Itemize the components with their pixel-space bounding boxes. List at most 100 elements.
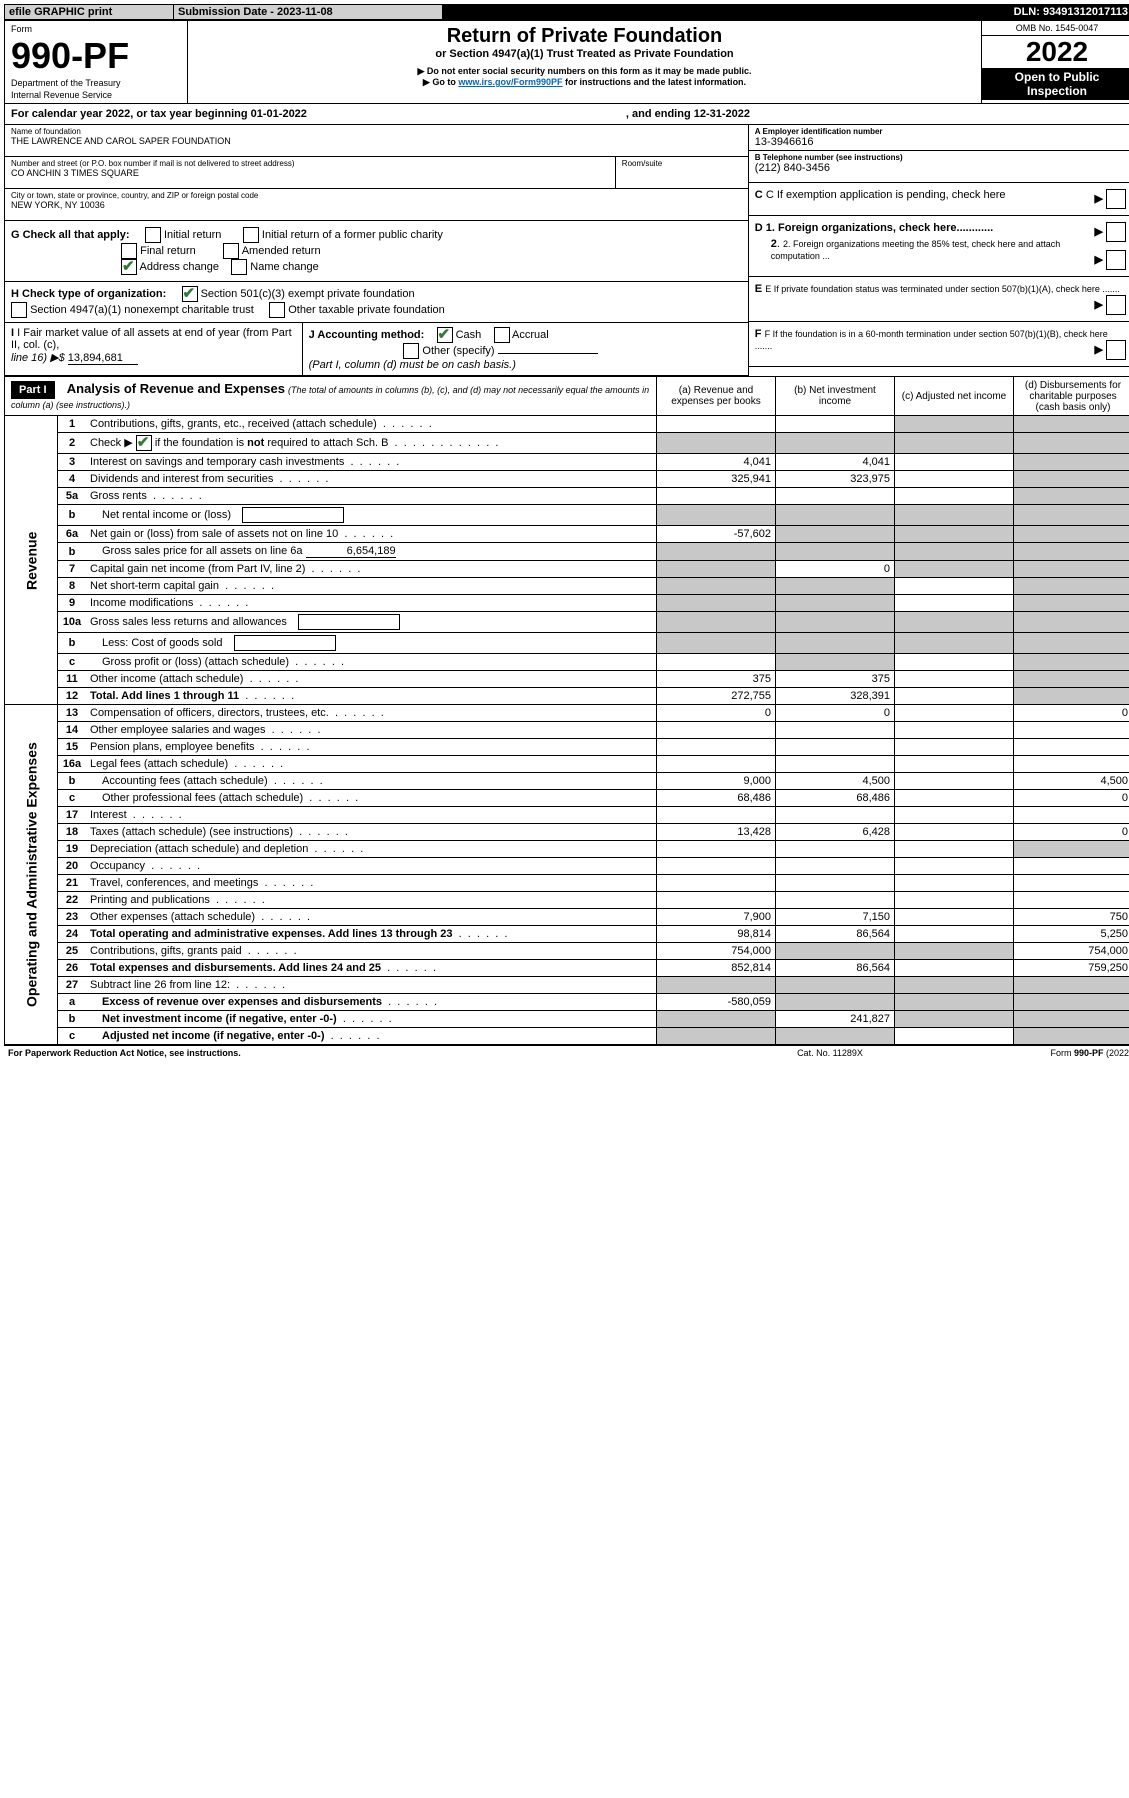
row-desc: Dividends and interest from securities .… — [86, 471, 657, 488]
checkbox-d2[interactable] — [1106, 250, 1126, 270]
cell-c — [895, 824, 1014, 841]
form990pf-link[interactable]: www.irs.gov/Form990PF — [458, 77, 562, 87]
row-num: 5a — [58, 488, 87, 505]
part1-label: Part I — [11, 381, 55, 399]
cell-d — [1014, 671, 1129, 688]
checkbox-initial-return-former[interactable] — [243, 227, 259, 243]
cell-a — [657, 543, 776, 561]
cal-end: , and ending 12-31-2022 — [625, 104, 1129, 125]
cell-d — [1014, 739, 1129, 756]
ein: 13-3946616 — [755, 136, 1126, 148]
row-num: 22 — [58, 892, 87, 909]
row-num: 3 — [58, 454, 87, 471]
cell-b — [776, 654, 895, 671]
cell-a — [657, 433, 776, 454]
row-num: 25 — [58, 943, 87, 960]
cell-a — [657, 612, 776, 633]
c-label: C If exemption application is pending, c… — [766, 189, 1006, 201]
cell-c — [895, 595, 1014, 612]
cell-d — [1014, 488, 1129, 505]
row-desc: Check ▶ if the foundation is not require… — [86, 433, 657, 454]
checkbox-cash[interactable] — [437, 327, 453, 343]
cell-d: 759,250 — [1014, 960, 1129, 977]
cell-a — [657, 722, 776, 739]
checkbox-c[interactable] — [1106, 189, 1126, 209]
cell-b — [776, 841, 895, 858]
checkbox-other-method[interactable] — [403, 343, 419, 359]
cell-c — [895, 943, 1014, 960]
checkbox-accrual[interactable] — [494, 327, 510, 343]
row-desc: Net investment income (if negative, ente… — [86, 1011, 657, 1028]
row-num: 4 — [58, 471, 87, 488]
cell-a: 0 — [657, 705, 776, 722]
row-desc: Contributions, gifts, grants paid . . . … — [86, 943, 657, 960]
cell-d — [1014, 841, 1129, 858]
cell-a — [657, 654, 776, 671]
row-desc: Contributions, gifts, grants, etc., rece… — [86, 416, 657, 433]
checkbox-name-change[interactable] — [231, 259, 247, 275]
row-num: c — [58, 790, 87, 807]
cell-c — [895, 1028, 1014, 1045]
row-num: c — [58, 1028, 87, 1045]
row-desc: Capital gain net income (from Part IV, l… — [86, 561, 657, 578]
checkbox-amended-return[interactable] — [223, 243, 239, 259]
cell-c — [895, 858, 1014, 875]
checkbox-d1[interactable] — [1106, 222, 1126, 242]
e-label: E If private foundation status was termi… — [765, 284, 1120, 294]
cell-b — [776, 543, 895, 561]
cell-b — [776, 977, 895, 994]
cell-c — [895, 892, 1014, 909]
cell-b: 86,564 — [776, 926, 895, 943]
row-num: 15 — [58, 739, 87, 756]
note-ssn: ▶ Do not enter social security numbers o… — [192, 66, 977, 77]
cell-a — [657, 488, 776, 505]
row-desc: Excess of revenue over expenses and disb… — [86, 994, 657, 1011]
row-num: 11 — [58, 671, 87, 688]
note2-prefix: ▶ Go to — [423, 77, 458, 87]
cell-c — [895, 488, 1014, 505]
cell-d — [1014, 892, 1129, 909]
cell-c — [895, 807, 1014, 824]
checkbox-initial-return[interactable] — [145, 227, 161, 243]
cell-a — [657, 578, 776, 595]
cell-c — [895, 705, 1014, 722]
cell-d — [1014, 595, 1129, 612]
cell-a: 852,814 — [657, 960, 776, 977]
form-number: 990-PF — [11, 35, 129, 76]
row-desc: Interest on savings and temporary cash i… — [86, 454, 657, 471]
cell-b: 6,428 — [776, 824, 895, 841]
i-value: 13,894,681 — [68, 352, 138, 365]
cell-d: 4,500 — [1014, 773, 1129, 790]
checkbox-f[interactable] — [1106, 340, 1126, 360]
cell-c — [895, 909, 1014, 926]
cell-b — [776, 595, 895, 612]
sidebar-revenue: Revenue — [5, 416, 58, 705]
cell-a — [657, 739, 776, 756]
cell-c — [895, 960, 1014, 977]
checkbox-other-taxable[interactable] — [269, 302, 285, 318]
city-label: City or town, state or province, country… — [11, 191, 742, 200]
identity-block: Name of foundation THE LAWRENCE AND CARO… — [4, 125, 1129, 376]
cell-c — [895, 654, 1014, 671]
cell-a — [657, 841, 776, 858]
checkbox-501c3[interactable] — [182, 286, 198, 302]
form-title: Return of Private Foundation — [192, 25, 977, 48]
row-num: 18 — [58, 824, 87, 841]
row-num: 16a — [58, 756, 87, 773]
cell-b: 323,975 — [776, 471, 895, 488]
cell-a: 9,000 — [657, 773, 776, 790]
cell-b — [776, 858, 895, 875]
cell-b: 0 — [776, 561, 895, 578]
cell-c — [895, 561, 1014, 578]
h-label: H Check type of organization: — [11, 288, 166, 300]
col-b-header: (b) Net investment income — [776, 377, 895, 416]
irs: Internal Revenue Service — [11, 90, 112, 100]
cell-d — [1014, 807, 1129, 824]
checkbox-address-change[interactable] — [121, 259, 137, 275]
checkbox-e[interactable] — [1106, 295, 1126, 315]
ein-label: A Employer identification number — [755, 127, 1126, 136]
checkbox-4947a1[interactable] — [11, 302, 27, 318]
cell-a: 325,941 — [657, 471, 776, 488]
j-label: J Accounting method: — [309, 329, 425, 341]
form-header: Form 990-PF Department of the Treasury I… — [4, 20, 1129, 104]
